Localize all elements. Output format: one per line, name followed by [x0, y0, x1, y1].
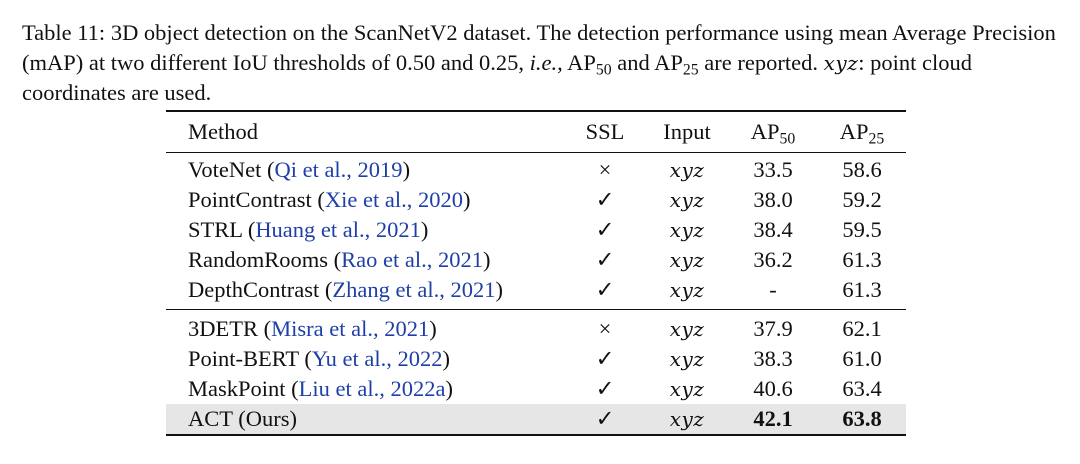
input-cell: xyz: [669, 377, 705, 401]
method-name: MaskPoint: [188, 376, 286, 401]
input-cell: xyz: [669, 317, 705, 341]
method-cell: ACT (Ours): [166, 404, 564, 436]
method-cell: VoteNet (Qi et al., 2019): [188, 157, 411, 182]
table-row: MaskPoint (Liu et al., 2022a) ✓ xyz 40.6 63.…: [166, 374, 906, 404]
ap25-cell: 61.3: [818, 275, 906, 310]
input-cell: xyz: [646, 275, 728, 310]
method-name: Point-BERT: [188, 346, 299, 371]
citation-link[interactable]: Liu et al., 2022a: [298, 376, 446, 401]
ap50-cell: -: [728, 275, 818, 310]
ssl-cell: ×: [598, 157, 612, 182]
results-table: Method SSL Input AP50 AP25 VoteNet (Qi e…: [166, 110, 906, 436]
citation-link[interactable]: Huang et al., 2021: [255, 217, 421, 242]
ap50-cell: 40.6: [753, 376, 793, 401]
ssl-cell: ✓: [564, 275, 646, 310]
citation-link[interactable]: Rao et al., 2021: [341, 247, 483, 272]
ap50-cell: 36.2: [753, 247, 793, 272]
table-row: RandomRooms (Rao et al., 2021) ✓ xyz 36.2 61…: [166, 245, 906, 275]
header-method: Method: [166, 110, 564, 153]
ssl-cell: ×: [598, 316, 612, 341]
method-cell: 3DETR (Misra et al., 2021): [188, 316, 437, 341]
table-row: VoteNet (Qi et al., 2019) × xyz 33.5 58.6: [166, 153, 906, 186]
citation-link[interactable]: Xie et al., 2020: [324, 187, 463, 212]
input-cell: xyz: [669, 218, 705, 242]
method-name: RandomRooms: [188, 247, 329, 272]
header-ap50: AP50: [728, 110, 818, 153]
ssl-cell: ✓: [595, 187, 615, 212]
ap50-cell: 37.9: [753, 316, 793, 341]
table-group-ssl-methods: VoteNet (Qi et al., 2019) × xyz 33.5 58.6 Poi…: [166, 153, 906, 310]
ap50-cell: 33.5: [753, 157, 793, 182]
method-cell: PointContrast (Xie et al., 2020): [188, 187, 471, 212]
citation-link[interactable]: Zhang et al., 2021: [332, 277, 496, 302]
input-cell: xyz: [669, 158, 705, 182]
ap25-cell: 59.5: [842, 217, 882, 242]
table-header-row: Method SSL Input AP50 AP25: [166, 110, 906, 153]
input-cell: xyz: [669, 347, 705, 371]
ssl-cell: ✓: [595, 247, 615, 272]
ssl-cell: ✓: [595, 217, 615, 242]
method-cell: RandomRooms (Rao et al., 2021): [188, 247, 491, 272]
input-cell: xyz: [669, 188, 705, 212]
header-ap25: AP25: [818, 110, 906, 153]
ap25-cell: 61.0: [842, 346, 882, 371]
ap25-cell: 63.8: [818, 404, 906, 436]
method-name: 3DETR: [188, 316, 258, 341]
ap25-cell: 59.2: [842, 187, 882, 212]
ap50-cell: 38.4: [753, 217, 793, 242]
table-group-transformer-methods: 3DETR (Misra et al., 2021) × xyz 37.9 62.1 Po…: [166, 310, 906, 436]
ap25-cell: 61.3: [842, 247, 882, 272]
ap25-cell: 58.6: [842, 157, 882, 182]
ap50-cell: 42.1: [728, 404, 818, 436]
ssl-cell: ✓: [595, 376, 615, 401]
header-input: Input: [646, 110, 728, 153]
citation-link[interactable]: Qi et al., 2019: [274, 157, 403, 182]
citation-link[interactable]: Misra et al., 2021: [271, 316, 430, 341]
ssl-cell: ✓: [564, 404, 646, 436]
ap25-cell: 62.1: [842, 316, 882, 341]
table-row: Point-BERT (Yu et al., 2022) ✓ xyz 38.3 61.0: [166, 344, 906, 374]
method-cell: Point-BERT (Yu et al., 2022): [188, 346, 450, 371]
results-table-wrapper: Method SSL Input AP50 AP25 VoteNet (Qi e…: [166, 110, 906, 436]
ap25-cell: 63.4: [842, 376, 882, 401]
table-row-ours: ACT (Ours) ✓ xyz 42.1 63.8: [166, 404, 906, 436]
input-cell: xyz: [646, 404, 728, 436]
method-cell: DepthContrast (Zhang et al., 2021): [166, 275, 564, 310]
method-cell: MaskPoint (Liu et al., 2022a): [188, 376, 453, 401]
method-name: DepthContrast: [188, 277, 320, 302]
table-caption: Table 11: 3D object detection on the Sca…: [22, 20, 1056, 105]
ssl-cell: ✓: [595, 346, 615, 371]
table-row: 3DETR (Misra et al., 2021) × xyz 37.9 62.1: [166, 310, 906, 345]
ap50-cell: 38.0: [753, 187, 793, 212]
ap50-cell: 38.3: [753, 346, 793, 371]
table-row: STRL (Huang et al., 2021) ✓ xyz 38.4 59.5: [166, 215, 906, 245]
method-cell: STRL (Huang et al., 2021): [188, 217, 429, 242]
table-row: DepthContrast (Zhang et al., 2021) ✓ xyz -6…: [166, 275, 906, 310]
citation-link[interactable]: Yu et al., 2022: [311, 346, 443, 371]
method-name: PointContrast: [188, 187, 312, 212]
input-cell: xyz: [669, 248, 705, 272]
method-name: VoteNet: [188, 157, 262, 182]
table-row: PointContrast (Xie et al., 2020) ✓ xyz 38.0…: [166, 185, 906, 215]
header-ssl: SSL: [564, 110, 646, 153]
method-name: STRL: [188, 217, 243, 242]
